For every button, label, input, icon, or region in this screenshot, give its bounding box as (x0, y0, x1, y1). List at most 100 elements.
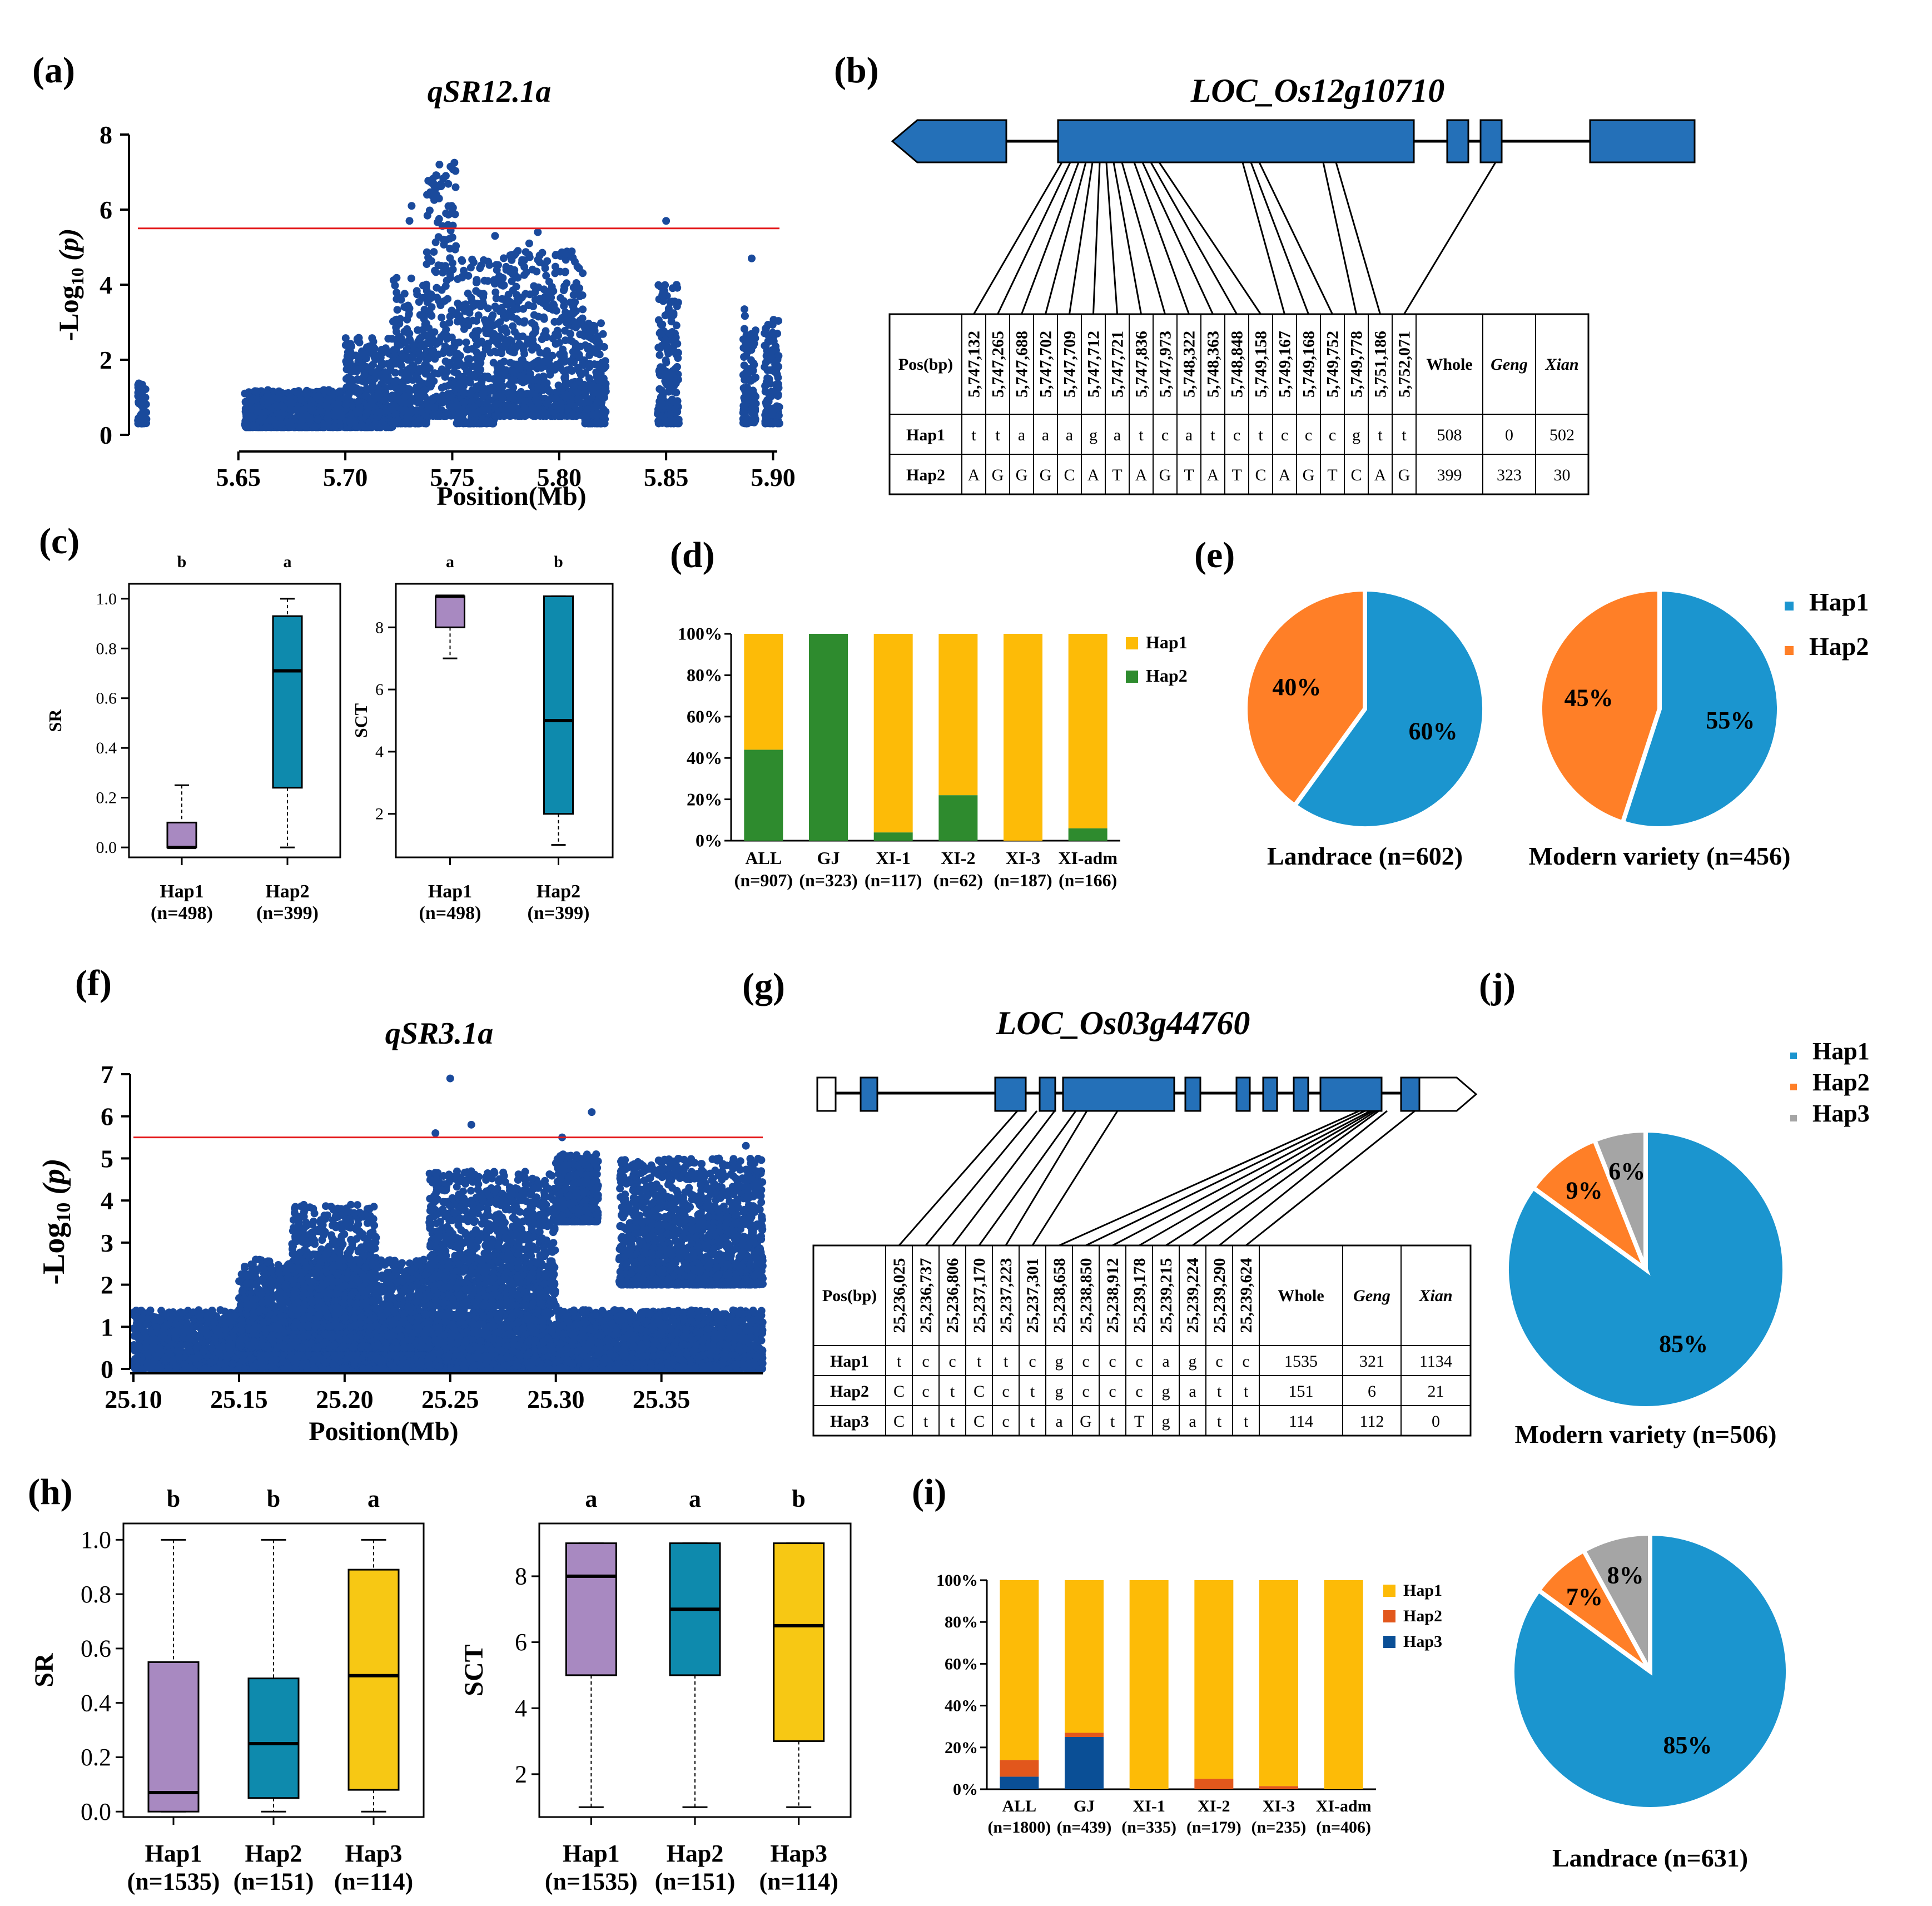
peak-point-a (534, 228, 542, 236)
snp-point-a (569, 309, 577, 317)
snp-point-a (581, 390, 589, 398)
snp-point-a (513, 315, 521, 323)
snp-point-a (774, 374, 782, 382)
snp-point-a (353, 335, 361, 343)
snp-point-a (275, 388, 283, 396)
snp-point-a (324, 410, 332, 419)
snp-point-a (248, 413, 256, 421)
snp-point-a (592, 337, 600, 346)
snp-point-a (498, 295, 506, 303)
snp-point-a (520, 263, 529, 271)
snp-point-a (249, 421, 257, 430)
snp-point-a (560, 355, 568, 363)
snp-point-a (524, 301, 533, 309)
snp-point-a (360, 371, 369, 379)
snp-point-a (492, 337, 500, 346)
snp-point-a (494, 376, 503, 385)
snp-point-a (378, 359, 386, 367)
snp-point-a (441, 373, 449, 381)
snp-point-a (660, 286, 669, 295)
snp-point-a (534, 256, 542, 264)
snp-point-a (400, 303, 409, 311)
peak-point-a (747, 254, 756, 262)
snp-point-a (482, 329, 490, 337)
snp-point-a (548, 301, 557, 310)
snp-point-a (662, 336, 670, 344)
y-tick-label-a: 6 (100, 196, 112, 224)
snp-point-a (566, 365, 574, 373)
snp-point-a (655, 329, 664, 337)
snp-point-a (774, 384, 783, 392)
snp-point-a (416, 388, 425, 396)
snp-point-a (498, 307, 506, 315)
title-qsr12: qSR12.1a (428, 75, 552, 109)
snp-point-a (324, 403, 332, 411)
snp-point-a (449, 165, 457, 173)
snp-point-a (468, 345, 476, 353)
snp-point-a (334, 400, 342, 408)
snp-point-a (430, 248, 438, 256)
snp-point-a (514, 332, 522, 340)
snp-point-a (666, 299, 674, 307)
snp-point-a (355, 409, 363, 417)
snp-point-a (742, 345, 751, 354)
snp-point-a (288, 423, 296, 431)
snp-point-a (411, 419, 420, 428)
snp-point-a (505, 307, 514, 316)
snp-point-a (393, 274, 401, 282)
snp-point-a (553, 360, 561, 369)
snp-point-a (398, 419, 406, 428)
snp-point-a (455, 338, 463, 346)
snp-point-a (405, 311, 413, 319)
x-tick-label-a: 5.90 (751, 463, 796, 492)
snp-point-a (308, 406, 316, 415)
snp-point-a (761, 382, 769, 390)
snp-point-a (575, 264, 583, 272)
snp-point-a (545, 387, 553, 395)
xlabel-a: Position(Mb) (436, 482, 586, 511)
panel-label-a: (a) (32, 50, 75, 91)
snp-point-a (380, 396, 389, 405)
snp-point-a (454, 275, 462, 283)
snp-point-a (768, 409, 777, 417)
snp-point-a (500, 254, 508, 262)
snp-point-a (242, 423, 250, 431)
snp-point-a (504, 290, 513, 299)
snp-point-a (416, 365, 424, 373)
snp-point-a (752, 326, 759, 335)
snp-point-a (494, 411, 502, 419)
snp-point-a (464, 321, 473, 330)
snp-point-a (476, 302, 485, 310)
snp-point-a (766, 393, 774, 401)
snp-point-a (241, 389, 249, 398)
snp-point-a (423, 191, 431, 199)
snp-point-a (382, 423, 390, 431)
snp-point-a (470, 302, 478, 310)
snp-point-a (431, 194, 439, 202)
snp-point-a (673, 363, 681, 371)
snp-point-a (431, 266, 439, 275)
snp-point-a (302, 386, 311, 395)
snp-point-a (393, 306, 401, 314)
snp-point-a (553, 388, 560, 396)
title-loc-os03: LOC_Os03g44760 (996, 1005, 1250, 1041)
snp-point-a (423, 287, 431, 295)
snp-point-a (297, 395, 305, 404)
snp-point-a (484, 257, 492, 266)
peak-point-a (525, 239, 533, 247)
snp-point-a (557, 294, 565, 302)
snp-point-a (335, 408, 344, 416)
snp-point-a (346, 418, 355, 426)
snp-point-a (747, 376, 755, 385)
snp-point-a (528, 389, 536, 398)
snp-point-a (466, 390, 475, 399)
snp-point-a (139, 413, 147, 420)
snp-point-a (774, 363, 783, 371)
peak-point-a (405, 217, 414, 225)
snp-point-a (471, 327, 480, 335)
peak-point-a (662, 217, 671, 225)
ylabel-a: -Log10 (p) (53, 229, 87, 341)
snp-point-a (444, 295, 452, 303)
peak-point-a (408, 202, 416, 210)
